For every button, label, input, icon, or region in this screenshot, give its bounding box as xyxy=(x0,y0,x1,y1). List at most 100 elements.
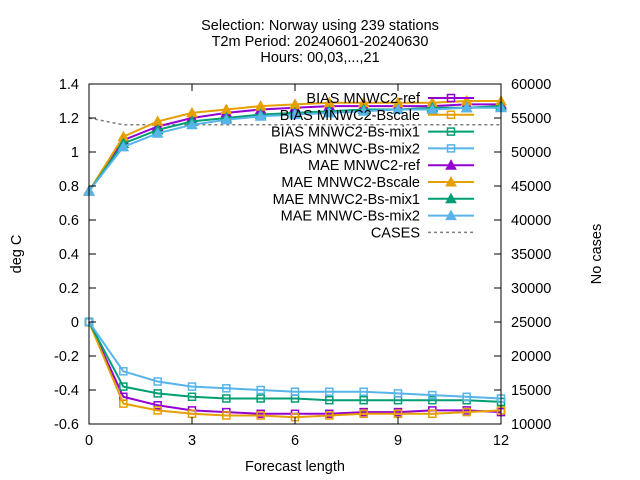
y2-tick-label: 30000 xyxy=(511,281,551,297)
legend-item: BIAS MNWC2-ref xyxy=(306,91,474,107)
series-line xyxy=(88,321,502,400)
y2-tick-label: 50000 xyxy=(511,145,551,161)
data-point xyxy=(359,387,368,396)
y-tick-label: 1 xyxy=(71,145,79,161)
legend-label: MAE MNWC2-ref xyxy=(308,158,421,174)
legend-marker xyxy=(445,192,457,204)
legend-item: BIAS MNWC2-Bscale xyxy=(280,108,474,124)
x-tick-label: 12 xyxy=(493,433,509,449)
data-point xyxy=(323,106,336,118)
legend-label: BIAS MNWC2-Bscale xyxy=(280,108,420,124)
legend-label: MAE MNWC2-Bscale xyxy=(281,175,420,191)
y-axis-label: deg C xyxy=(9,235,25,274)
y-tick-label: -0.4 xyxy=(54,383,79,399)
data-point xyxy=(222,384,231,393)
data-point xyxy=(325,395,334,405)
data-point xyxy=(359,395,368,405)
data-point xyxy=(290,387,300,396)
y2-tick-label: 10000 xyxy=(511,417,551,433)
legend-label: MAE MNWC2-Bs-mix1 xyxy=(273,192,420,208)
legend-label: MAE MNWC-Bs-mix2 xyxy=(281,209,420,225)
y-tick-label: 1.4 xyxy=(59,77,79,93)
legend-marker xyxy=(445,159,457,170)
y-tick-label: 0 xyxy=(71,315,79,331)
data-point xyxy=(186,118,198,130)
y-tick-label: 0.8 xyxy=(59,179,79,195)
y-tick-label: -0.2 xyxy=(54,349,79,365)
legend-item: MAE MNWC2-Bscale xyxy=(281,175,474,191)
y2-tick-label: 15000 xyxy=(511,383,551,399)
y2-tick-label: 20000 xyxy=(511,349,551,365)
x-tick-label: 0 xyxy=(85,433,93,449)
legend-label: CASES xyxy=(371,225,420,241)
y2-tick-label: 55000 xyxy=(511,111,551,127)
data-point xyxy=(428,409,437,419)
data-point xyxy=(222,394,231,403)
data-point xyxy=(289,108,301,120)
series-3 xyxy=(84,317,506,403)
legend-marker xyxy=(446,93,456,103)
data-point xyxy=(153,377,162,386)
data-point xyxy=(187,392,197,402)
data-point xyxy=(119,382,128,391)
data-point xyxy=(117,140,130,152)
x-tick-label: 3 xyxy=(188,433,196,449)
series-line xyxy=(88,321,502,403)
series-7 xyxy=(83,101,507,196)
chart-title: Selection: Norway using 239 stationsT2m … xyxy=(201,18,439,66)
legend-label: BIAS MNWC2-Bs-mix1 xyxy=(271,125,420,141)
y2-tick-label: 60000 xyxy=(511,77,551,93)
data-point xyxy=(119,367,128,376)
data-point xyxy=(153,406,162,415)
data-point xyxy=(151,127,164,138)
legend-item: CASES xyxy=(371,225,474,241)
y2-tick-label: 35000 xyxy=(511,247,551,263)
data-point xyxy=(153,389,162,398)
legend-label: BIAS MNWC2-ref xyxy=(306,91,421,107)
series-group xyxy=(83,94,507,422)
y-tick-label: 0.2 xyxy=(59,281,79,297)
data-point xyxy=(357,105,370,116)
y2-tick-label: 45000 xyxy=(511,179,551,195)
legend-item: BIAS MNWC2-Bs-mix1 xyxy=(271,125,474,141)
axis-ticks: -0.6 -0.4 -0.2 0 0.2 0.4 0.6 0.8 1 1.2 1.4 10000 150… xyxy=(54,77,551,449)
data-point xyxy=(220,113,233,125)
y-tick-label: -0.6 xyxy=(54,417,79,433)
data-point xyxy=(256,394,265,403)
data-point xyxy=(325,411,334,420)
data-point xyxy=(153,401,162,410)
chart-title-line: Hours: 00,03,...,21 xyxy=(260,50,379,66)
data-point xyxy=(462,407,471,417)
data-point xyxy=(426,103,439,114)
legend-marker xyxy=(446,110,456,120)
legend-marker xyxy=(445,209,457,221)
legend-marker xyxy=(446,144,456,153)
y2-axis-label: No cases xyxy=(589,224,605,284)
data-point xyxy=(256,411,265,420)
chart-title-line: Selection: Norway using 239 stations xyxy=(201,18,439,34)
y-tick-label: 0.6 xyxy=(59,213,79,229)
series-8 xyxy=(88,117,501,126)
data-point xyxy=(462,392,471,402)
legend-item: MAE MNWC2-Bs-mix1 xyxy=(273,192,474,208)
data-point xyxy=(256,385,265,395)
data-point xyxy=(119,399,128,408)
legend-item: BIAS MNWC-Bs-mix2 xyxy=(279,141,474,157)
x-tick-label: 6 xyxy=(291,433,299,449)
data-point xyxy=(428,395,437,405)
series-1 xyxy=(84,317,506,422)
chart-title-line: T2m Period: 20240601-20240630 xyxy=(212,34,429,50)
data-point xyxy=(325,387,334,396)
series-line xyxy=(88,117,501,126)
y-tick-label: 0.4 xyxy=(59,247,79,263)
legend-label: BIAS MNWC-Bs-mix2 xyxy=(279,141,420,157)
y-tick-label: 1.2 xyxy=(59,111,79,127)
data-point xyxy=(393,389,403,398)
legend-item: MAE MNWC2-ref xyxy=(308,158,474,174)
legend-marker xyxy=(445,175,457,187)
data-point xyxy=(187,382,197,391)
data-point xyxy=(254,110,267,121)
data-point xyxy=(460,101,473,113)
